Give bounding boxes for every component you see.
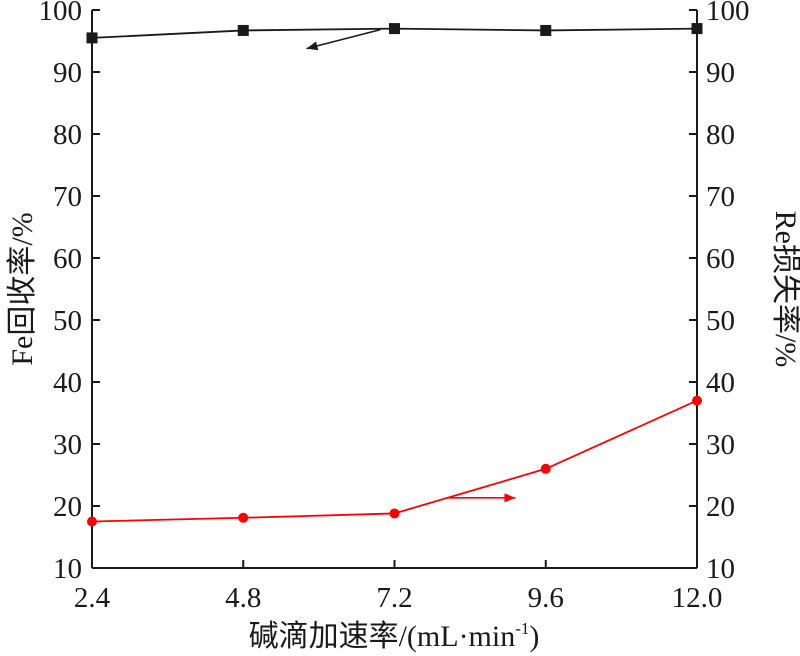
right-axis-series-point: [692, 395, 702, 406]
left-y-tick-label: 100: [39, 0, 83, 27]
right-y-axis-title: Re损失率/%: [769, 211, 800, 368]
right-axis-series-point: [389, 508, 400, 519]
right-y-tick-label: 60: [706, 243, 735, 275]
x-axis-title: 碱滴加速率/(mL·min-1): [249, 619, 540, 653]
right-y-axis-ticks: 10 20 30 40 50 60 70 80 90 100: [689, 0, 750, 585]
right-axis-series-point: [238, 512, 249, 523]
x-tick-label: 7.2: [376, 582, 412, 614]
left-y-tick-label: 30: [53, 429, 82, 461]
x-tick-label: 12.0: [672, 582, 723, 614]
right-axis-indicator-arrow-head: [504, 493, 516, 503]
right-y-tick-label: 10: [706, 553, 735, 585]
right-y-tick-label: 90: [706, 57, 735, 89]
x-axis-title-close: ): [529, 620, 539, 653]
plot-frame: [91, 10, 698, 569]
left-axis-series-point: [237, 24, 249, 36]
series-layer: [86, 23, 703, 527]
x-axis-title-main: 碱滴加速率/(mL·min: [249, 620, 516, 653]
right-y-tick-label: 100: [706, 0, 750, 27]
left-y-tick-label: 10: [53, 553, 82, 585]
right-y-tick-label: 70: [706, 181, 735, 213]
left-axis-series-point: [389, 23, 400, 35]
right-y-tick-label: 40: [706, 367, 735, 399]
x-tick-label: 4.8: [225, 582, 261, 614]
left-axis-series-point: [691, 23, 703, 35]
right-y-tick-label: 80: [706, 119, 735, 151]
x-axis-title-superscript: -1: [515, 619, 529, 638]
left-y-tick-label: 20: [53, 491, 82, 523]
left-y-tick-label: 80: [53, 119, 82, 151]
right-y-tick-label: 30: [706, 429, 735, 461]
right-axis-series-line: [91, 399, 698, 523]
x-tick-label: 9.6: [528, 582, 564, 614]
left-y-tick-label: 40: [53, 367, 82, 399]
left-axis-indicator-arrow-head: [306, 41, 319, 51]
x-tick-label: 2.4: [74, 582, 111, 614]
x-axis-ticks: 2.4 4.8 7.2 9.6 12.0: [74, 560, 723, 614]
right-y-tick-label: 20: [706, 491, 735, 523]
left-y-tick-label: 60: [53, 243, 82, 275]
left-y-axis-title: Fe回收率/%: [6, 212, 39, 365]
right-axis-series-point: [540, 463, 551, 474]
left-y-tick-label: 90: [53, 57, 82, 89]
left-y-axis-ticks: 10 20 30 40 50 60 70 80 90 100: [39, 0, 100, 585]
left-axis-series-point: [86, 32, 98, 44]
right-axis-series-point: [87, 516, 97, 527]
left-y-tick-label: 50: [53, 305, 82, 337]
left-y-tick-label: 70: [53, 181, 82, 213]
left-axis-indicator-arrow-shaft: [306, 28, 381, 50]
right-y-tick-label: 50: [706, 305, 735, 337]
left-axis-series-point: [540, 24, 552, 36]
